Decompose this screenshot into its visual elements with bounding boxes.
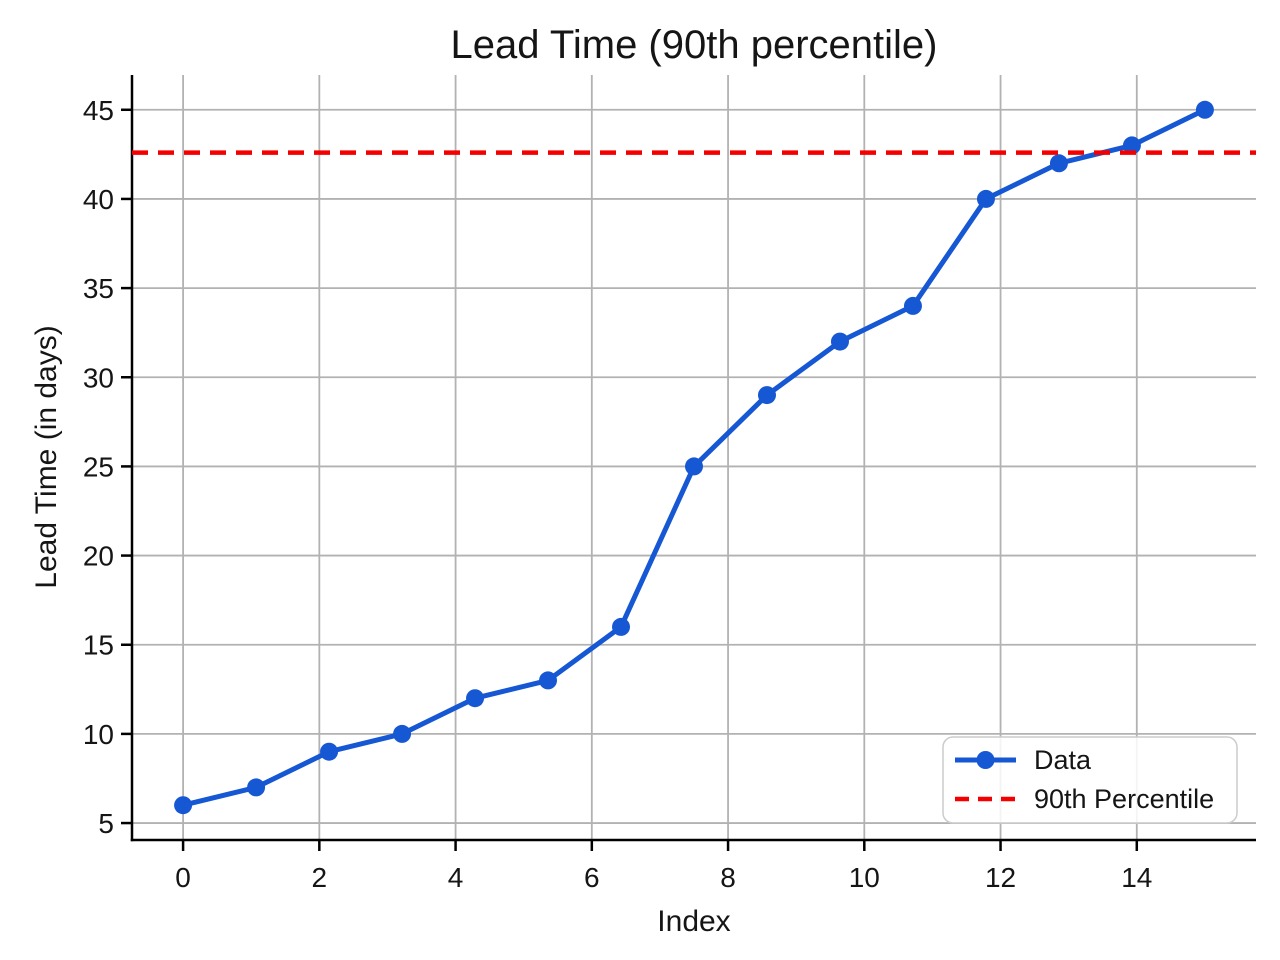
data-point-marker xyxy=(685,457,703,476)
data-point-marker xyxy=(1195,100,1214,119)
x-tick-label: 14 xyxy=(1121,862,1152,893)
x-tick-label: 12 xyxy=(985,862,1016,893)
y-tick-label: 45 xyxy=(83,95,114,126)
data-point-marker xyxy=(247,778,266,797)
y-tick-label: 20 xyxy=(83,541,114,572)
y-tick-label: 35 xyxy=(83,273,114,304)
y-tick-label: 25 xyxy=(83,451,114,482)
data-point-marker xyxy=(903,296,922,315)
legend-label-percentile: 90th Percentile xyxy=(1034,784,1214,814)
data-point-marker xyxy=(539,671,558,690)
y-tick-label: 10 xyxy=(83,719,114,750)
legend-box xyxy=(942,736,1238,824)
x-axis-label: Index xyxy=(657,905,730,938)
data-point-marker xyxy=(320,742,339,761)
data-point-marker xyxy=(612,617,631,636)
x-tick-label: 10 xyxy=(849,862,880,893)
legend-entry-data: Data xyxy=(955,745,1092,775)
y-axis-label: Lead Time (in days) xyxy=(30,325,63,588)
x-tick-label: 2 xyxy=(312,862,328,893)
legend-marker-icon xyxy=(976,751,995,769)
y-tick-label: 30 xyxy=(83,362,114,393)
data-point-marker xyxy=(393,724,412,743)
x-tick-label: 6 xyxy=(584,862,600,893)
x-tick-label: 0 xyxy=(175,862,191,893)
data-point-marker xyxy=(976,189,995,208)
data-point-marker xyxy=(1122,136,1141,155)
data-point-marker xyxy=(757,386,776,405)
y-tick-label: 5 xyxy=(98,808,114,839)
x-tick-label: 4 xyxy=(448,862,464,893)
plot-area: 0 2 4 6 8 10 12 14 5 10 15 20 25 30 35 40 45 xyxy=(83,75,1256,893)
data-point-marker xyxy=(174,796,193,815)
data-point-marker xyxy=(466,689,485,708)
data-point-marker xyxy=(1049,154,1068,173)
chart-title: Lead Time (90th percentile) xyxy=(451,23,938,67)
data-point-marker xyxy=(830,332,849,351)
x-tick-label: 8 xyxy=(720,862,736,893)
y-tick-label: 15 xyxy=(83,630,114,661)
legend: Data 90th Percentile xyxy=(942,736,1238,824)
legend-entry-percentile: 90th Percentile xyxy=(955,784,1214,814)
legend-label-data: Data xyxy=(1034,745,1092,775)
y-tick-label: 40 xyxy=(83,184,114,215)
